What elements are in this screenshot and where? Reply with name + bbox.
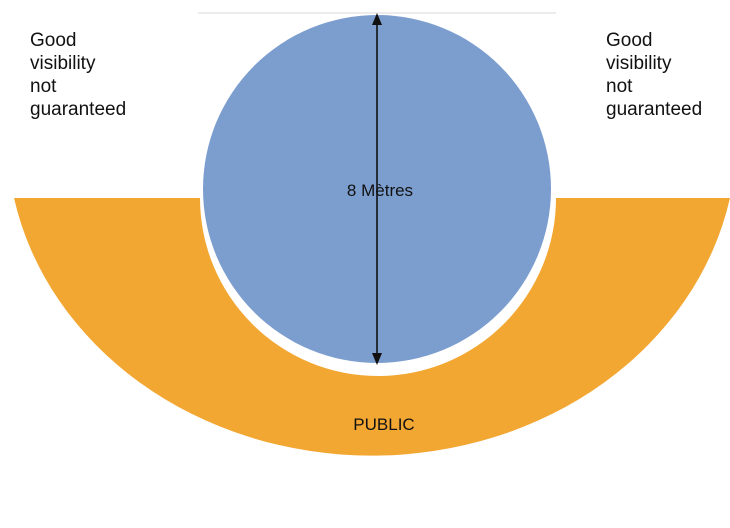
left-visibility-note: Good visibility not guaranteed [30,29,126,121]
right-note-line: not [606,76,633,97]
public-area [14,198,730,456]
arrowhead-bottom [372,353,382,365]
right-note-line: guaranteed [606,99,703,120]
left-note-line: Good [30,30,77,51]
right-visibility-note: Good visibility not guaranteed [606,29,702,121]
right-note-line: Good [606,30,653,51]
left-note-line: visibility [30,53,96,74]
public-label: PUBLIC [353,415,414,434]
diameter-label: 8 Mètres [347,181,413,200]
left-note-line: not [30,76,57,97]
arrowhead-top [372,13,382,25]
left-note-line: guaranteed [30,99,127,120]
right-note-line: visibility [606,53,672,74]
